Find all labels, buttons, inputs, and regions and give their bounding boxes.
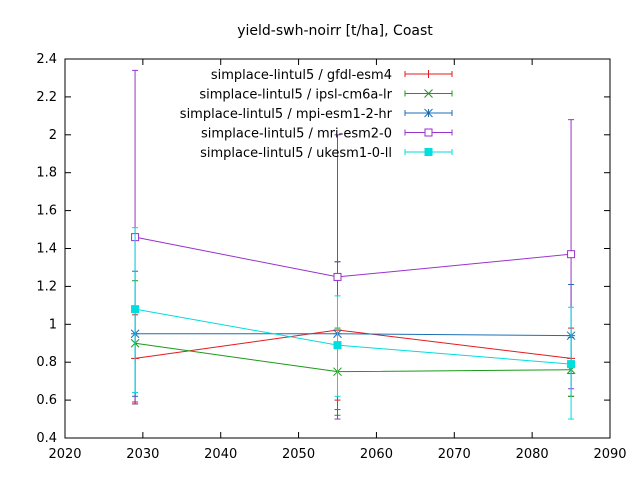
legend-marker xyxy=(424,148,433,156)
legend-item: simplace-lintul5 / ipsl-cm6a-lr xyxy=(199,88,453,103)
x-tick-label: 2070 xyxy=(438,447,471,462)
y-tick-label: 1 xyxy=(49,317,57,332)
legend-marker xyxy=(424,89,433,98)
y-tick-label: 2.2 xyxy=(36,90,57,105)
legend: simplace-lintul5 / gfdl-esm4 simplace-lin… xyxy=(180,68,453,161)
legend-marker xyxy=(424,108,433,118)
series-3 xyxy=(130,261,576,411)
axes: 2020 2030 2040 2050 2060 2070 2080 2090 0.4 0.6 0.… xyxy=(36,52,626,462)
y-tick-label: 1.2 xyxy=(36,279,57,294)
series-line xyxy=(135,342,572,373)
series-line xyxy=(135,333,572,337)
series-line xyxy=(134,236,572,278)
y-tick-label: 0.8 xyxy=(36,355,57,370)
x-tick-label: 2050 xyxy=(282,447,315,462)
chart-title: yield-swh-noirr [t/ha], Coast xyxy=(237,23,433,39)
x-tick-label: 2080 xyxy=(516,447,549,462)
data-point xyxy=(567,360,576,369)
legend-label: simplace-lintul5 / mri-esm2-0 xyxy=(201,127,392,142)
series-layer xyxy=(130,69,576,420)
x-tick-label: 2090 xyxy=(593,447,626,462)
legend-label: simplace-lintul5 / ukesm1-0-ll xyxy=(200,146,392,161)
legend-marker xyxy=(424,128,433,137)
data-point xyxy=(333,341,342,350)
series-2 xyxy=(130,280,576,416)
legend-item: simplace-lintul5 / mpi-esm1-2-hr xyxy=(180,107,453,122)
x-tick-label: 2060 xyxy=(360,447,393,462)
legend-label: simplace-lintul5 / gfdl-esm4 xyxy=(211,68,392,83)
legend-marker xyxy=(424,70,433,78)
series-4 xyxy=(131,69,576,420)
series-1 xyxy=(131,261,576,403)
y-tick-label: 1.8 xyxy=(36,166,57,181)
x-tick-label: 2020 xyxy=(48,447,81,462)
data-point xyxy=(333,272,342,281)
y-tick-label: 2 xyxy=(49,128,57,143)
y-tick-label: 1.6 xyxy=(36,204,57,219)
y-tick-label: 0.6 xyxy=(36,393,57,408)
legend-item: simplace-lintul5 / gfdl-esm4 xyxy=(211,68,453,83)
y-tick-label: 1.4 xyxy=(36,242,57,257)
legend-item: simplace-lintul5 / ukesm1-0-ll xyxy=(200,146,453,161)
series-5 xyxy=(131,227,576,420)
series-line xyxy=(134,308,572,365)
y-tick-label: 0.4 xyxy=(36,431,57,446)
legend-label: simplace-lintul5 / ipsl-cm6a-lr xyxy=(199,88,392,103)
x-tick-label: 2030 xyxy=(126,447,159,462)
y-tick-label: 2.4 xyxy=(36,52,57,67)
x-tick-label: 2040 xyxy=(204,447,237,462)
data-point xyxy=(567,250,576,259)
legend-label: simplace-lintul5 / mpi-esm1-2-hr xyxy=(180,107,393,122)
data-point xyxy=(131,305,140,314)
legend-item: simplace-lintul5 / mri-esm2-0 xyxy=(201,127,453,142)
